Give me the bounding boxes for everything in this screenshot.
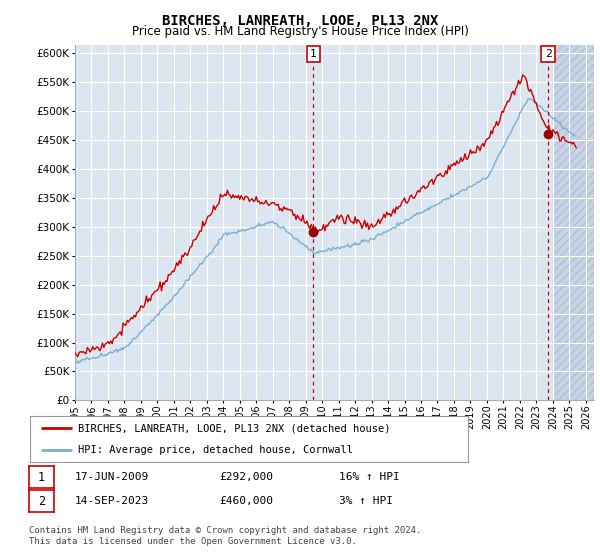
Text: 3% ↑ HPI: 3% ↑ HPI (339, 496, 393, 506)
Bar (553, 45, 594, 400)
Text: BIRCHES, LANREATH, LOOE, PL13 2NX (detached house): BIRCHES, LANREATH, LOOE, PL13 2NX (detac… (78, 423, 391, 433)
Text: Contains HM Land Registry data © Crown copyright and database right 2024.
This d: Contains HM Land Registry data © Crown c… (29, 526, 421, 546)
Text: 1: 1 (310, 49, 317, 59)
Text: 1: 1 (38, 470, 45, 484)
Text: HPI: Average price, detached house, Cornwall: HPI: Average price, detached house, Corn… (78, 445, 353, 455)
Text: £292,000: £292,000 (219, 472, 273, 482)
Text: BIRCHES, LANREATH, LOOE, PL13 2NX: BIRCHES, LANREATH, LOOE, PL13 2NX (162, 14, 438, 28)
Text: Price paid vs. HM Land Registry's House Price Index (HPI): Price paid vs. HM Land Registry's House … (131, 25, 469, 38)
Text: 2: 2 (545, 49, 551, 59)
Text: £460,000: £460,000 (219, 496, 273, 506)
Text: 2: 2 (38, 494, 45, 508)
Text: 14-SEP-2023: 14-SEP-2023 (75, 496, 149, 506)
Text: 16% ↑ HPI: 16% ↑ HPI (339, 472, 400, 482)
Text: 17-JUN-2009: 17-JUN-2009 (75, 472, 149, 482)
